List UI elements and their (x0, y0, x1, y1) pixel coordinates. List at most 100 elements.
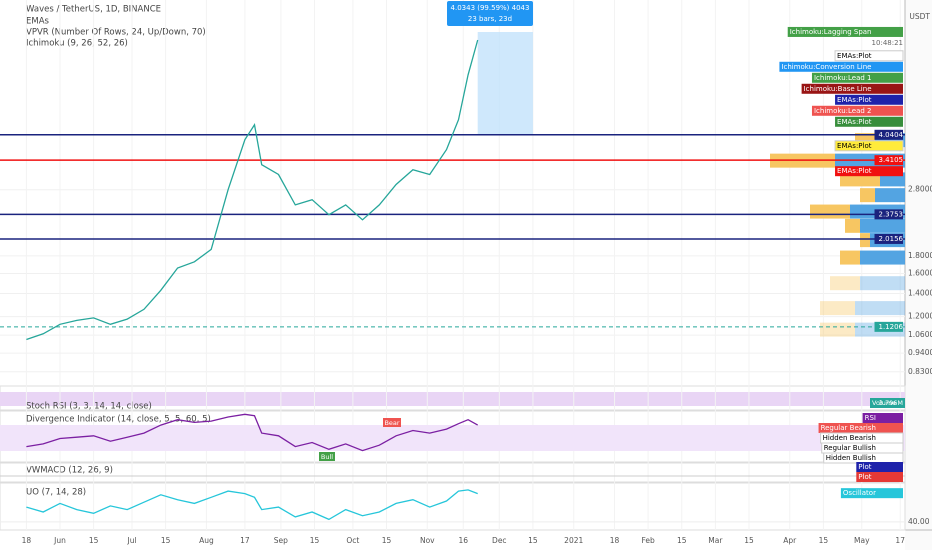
label-name: Plot (858, 473, 871, 481)
x-tick-label: Jun (53, 536, 66, 545)
label-name: Ichimoku:Lead 2 (814, 107, 872, 115)
label-box (856, 472, 903, 482)
vpvr-down (860, 250, 905, 265)
x-tick-label: Mar (708, 536, 723, 545)
label-box (862, 413, 903, 423)
countdown: 10:48:21 (872, 39, 903, 47)
label-name: EMAs:Plot (837, 96, 872, 104)
indicator: Ichimoku (9, 26, 52, 26) (26, 39, 128, 49)
x-tick-label: 17 (240, 536, 250, 545)
x-tick-label: Feb (642, 536, 656, 545)
vpvr-down (855, 301, 905, 316)
measure-label: 4.0343 (99.59%) 4043 (451, 4, 530, 12)
pane (0, 462, 906, 483)
label-name: Hidden Bullish (826, 454, 876, 462)
label-box (835, 116, 903, 127)
value-label: 3.4105 (879, 156, 904, 164)
y-tick-label: 1.4000 (908, 289, 932, 298)
volume-name: Volume (872, 399, 896, 407)
rsi-band (0, 425, 905, 451)
x-tick-label: 15 (528, 536, 538, 545)
x-tick-label: 16 (459, 536, 469, 545)
label-box (874, 209, 903, 220)
x-tick-label: 18 (610, 536, 620, 545)
x-tick-label: 15 (819, 536, 829, 545)
label-box (801, 83, 903, 94)
label-box (874, 321, 903, 332)
y-tick-label: 0.8300 (908, 367, 932, 376)
vpvr-down (860, 276, 905, 291)
series-line (26, 39, 479, 341)
measure-box (477, 32, 533, 135)
stoch-band (0, 392, 905, 406)
vpvr-up (820, 322, 855, 337)
label-box (840, 488, 903, 499)
label-name: EMAs:Plot (837, 142, 872, 150)
x-tick-label: 18 (22, 536, 32, 545)
x-tick-label: 2021 (564, 536, 583, 545)
label-name: Regular Bullish (824, 444, 876, 452)
label-name: EMAs:Plot (837, 118, 872, 126)
x-tick-label: 15 (161, 536, 171, 545)
x-tick-label: Oct (346, 536, 359, 545)
annotation: Bull (321, 453, 333, 461)
label-box (835, 94, 903, 105)
pane-title: Divergence Indicator (14, close, 5, 5, 6… (26, 415, 211, 425)
x-tick-label: 17 (895, 536, 905, 545)
measure-bars: 23 bars, 23d (468, 15, 512, 23)
x-tick-label: Sep (274, 536, 288, 545)
volume-value: 3.796M (879, 399, 903, 407)
x-tick-label: 15 (744, 536, 754, 545)
value-label: 1.1206 (879, 323, 904, 331)
series-line (26, 413, 479, 452)
label-box (834, 50, 904, 62)
vpvr-down (860, 218, 905, 233)
pane-title: UO (7, 14, 28) (26, 488, 86, 498)
y-tick-label: 1.8000 (908, 251, 932, 260)
vpvr-up (810, 204, 850, 219)
vpvr-up (840, 250, 860, 265)
x-tick-label: 15 (89, 536, 99, 545)
x-tick-label: Nov (420, 536, 435, 545)
indicator: EMAs (26, 17, 50, 27)
volume-box (870, 398, 905, 408)
value-label: 4.0404 (879, 131, 904, 139)
label-name: Oscillator (843, 489, 876, 497)
price-axis-bg (905, 0, 932, 550)
x-tick-label: 15 (677, 536, 687, 545)
vpvr-up (830, 276, 860, 291)
value-label: 2.0156 (879, 235, 904, 243)
label-box (787, 26, 903, 37)
label-box (834, 140, 904, 152)
x-tick-label: 15 (310, 536, 320, 545)
x-tick-label: Dec (492, 536, 507, 545)
bull-box (319, 452, 335, 461)
label-name: Ichimoku:Lead 1 (814, 74, 872, 82)
x-tick-label: 15 (382, 536, 392, 545)
pane-title: VWMACD (12, 26, 9) (26, 466, 113, 476)
vpvr-up (820, 301, 855, 316)
label-box (811, 72, 903, 83)
label-box (835, 166, 903, 177)
label-name: Ichimoku:Conversion Line (781, 63, 871, 71)
label-box (874, 233, 903, 244)
x-tick-label: Apr (783, 536, 797, 545)
label-name: EMAs:Plot (837, 167, 872, 175)
label-name: RSI (865, 414, 876, 422)
label-name: Regular Bearish (821, 424, 876, 432)
label-name: Hidden Bearish (823, 434, 876, 442)
y-tick-label: 40.00 (908, 517, 930, 526)
currency: USDT (909, 12, 930, 21)
label-name: Plot (858, 463, 871, 471)
vpvr-down (875, 188, 905, 203)
vpvr-up (845, 218, 860, 233)
label-box (811, 105, 903, 116)
indicator: VPVR (Number Of Rows, 24, Up/Down, 70) (26, 28, 206, 38)
label-box (874, 155, 903, 166)
annotation: Bear (384, 419, 399, 427)
y-tick-label: 1.6000 (908, 269, 932, 278)
label-box (779, 61, 903, 72)
y-tick-label: 1.0600 (908, 330, 932, 339)
label-box (818, 423, 903, 433)
label-box (856, 462, 903, 472)
